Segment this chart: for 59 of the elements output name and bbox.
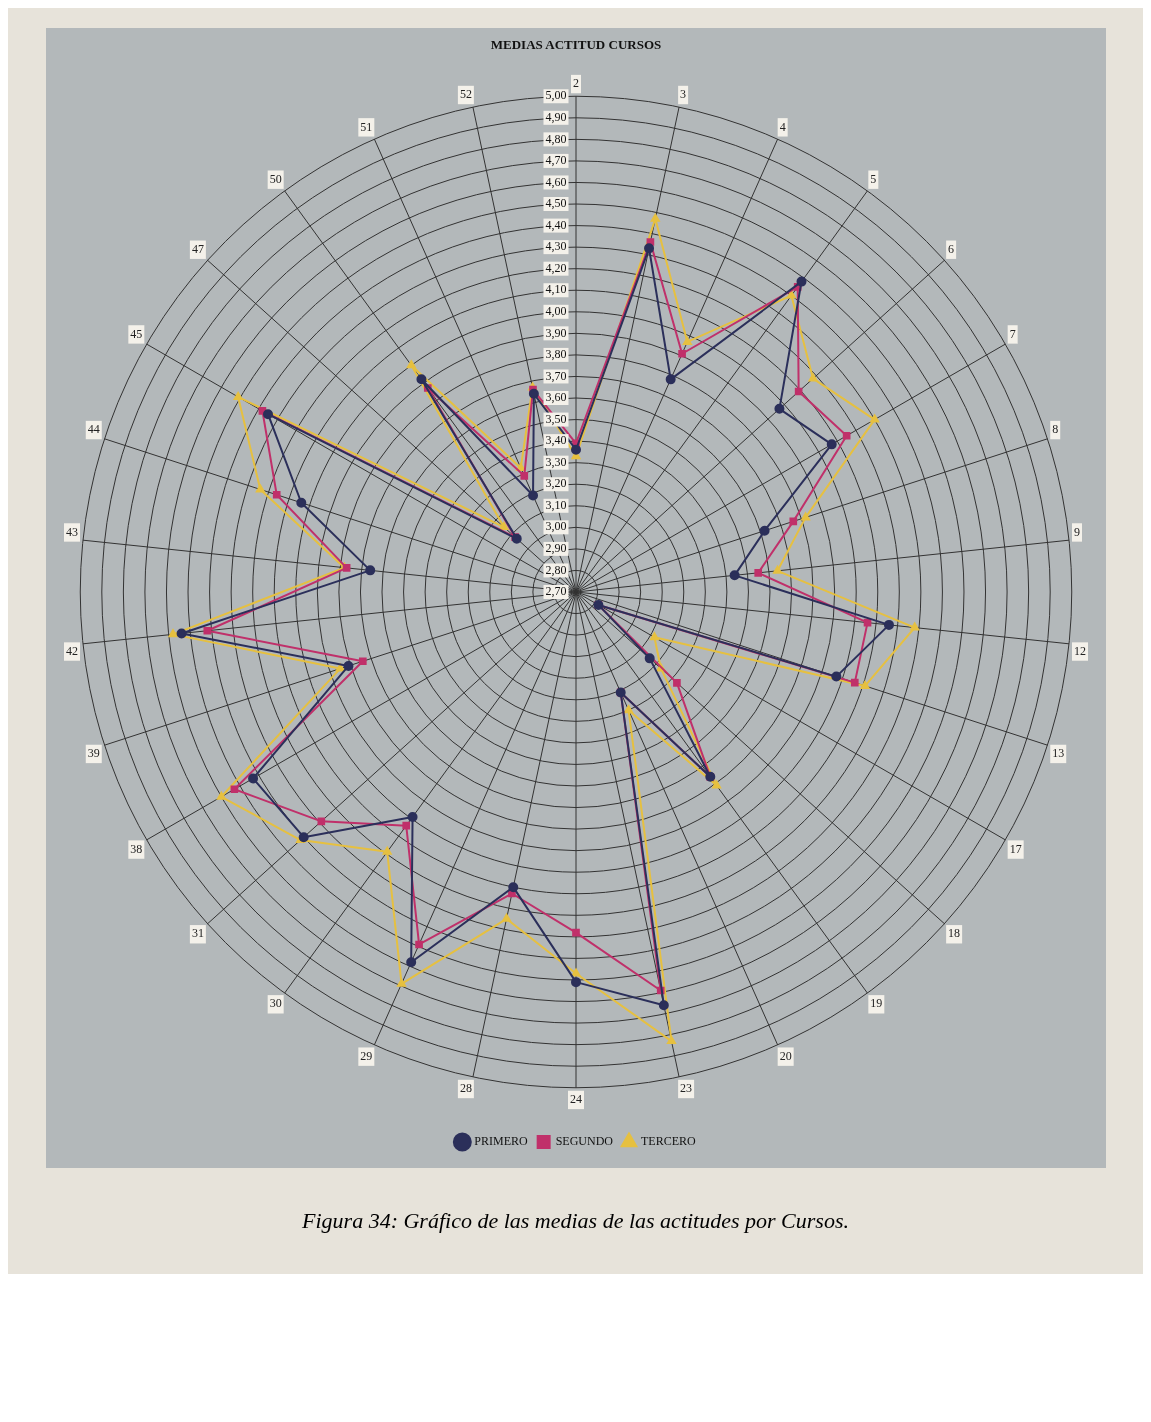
spoke-label: 3	[679, 87, 686, 102]
spoke-label: 52	[459, 87, 472, 102]
spoke-label: 12	[1073, 643, 1086, 658]
spoke-label: 43	[65, 524, 78, 539]
y-tick-label: 3,40	[545, 433, 566, 448]
y-tick-label: 4,20	[545, 260, 566, 275]
spoke-label: 38	[129, 841, 142, 856]
y-tick-label: 3,20	[545, 476, 566, 491]
spoke-label: 42	[65, 643, 78, 658]
spoke-label: 7	[1009, 326, 1016, 341]
y-tick-label: 4,00	[545, 303, 566, 318]
spoke-label: 31	[191, 926, 204, 941]
spoke-label: 45	[129, 326, 142, 341]
legend-label: SEGUNDO	[555, 1134, 613, 1149]
spoke-label: 20	[779, 1048, 792, 1063]
legend-label: TERCERO	[640, 1134, 696, 1149]
text: Figura 34: Gráfico de las medias de las actitudes por Cursos.	[301, 1208, 850, 1234]
spoke-label: 18	[947, 926, 960, 941]
y-tick-label: 5,00	[545, 88, 566, 103]
spoke-label: 9	[1073, 524, 1080, 539]
spoke-label: 39	[87, 746, 100, 761]
spoke-label: 5	[869, 171, 876, 186]
spoke-label: 19	[869, 996, 882, 1011]
y-tick-label: 2,80	[545, 562, 566, 577]
spoke-label: 6	[947, 241, 954, 256]
y-tick-label: 4,70	[545, 153, 566, 168]
y-tick-label: 2,70	[545, 584, 566, 599]
y-tick-label: 4,10	[545, 282, 566, 297]
spoke-label: 13	[1051, 746, 1064, 761]
spoke-label: 47	[191, 241, 204, 256]
spoke-label: 30	[269, 996, 282, 1011]
y-tick-label: 3,60	[545, 390, 566, 405]
spoke-label: 23	[679, 1081, 692, 1096]
spoke-label: 28	[459, 1081, 472, 1096]
y-tick-label: 3,10	[545, 497, 566, 512]
y-tick-label: 4,40	[545, 217, 566, 232]
spoke-label: 51	[359, 119, 372, 134]
chart-title: MEDIAS ACTITUD CURSOS	[490, 37, 661, 53]
spoke-label: 24	[569, 1092, 582, 1107]
spoke-label: 4	[779, 119, 786, 134]
y-tick-label: 4,50	[545, 196, 566, 211]
y-tick-label: 4,80	[545, 131, 566, 146]
y-tick-label: 3,80	[545, 347, 566, 362]
y-tick-label: 4,30	[545, 239, 566, 254]
y-tick-label: 3,90	[545, 325, 566, 340]
y-tick-label: 3,70	[545, 368, 566, 383]
spoke-label: 50	[269, 171, 282, 186]
spoke-label: 29	[359, 1048, 372, 1063]
spoke-label: 17	[1009, 841, 1022, 856]
spoke-label: 8	[1051, 422, 1058, 437]
y-tick-label: 2,90	[545, 541, 566, 556]
y-tick-label: 4,60	[545, 174, 566, 189]
y-tick-label: 3,50	[545, 411, 566, 426]
y-tick-label: 4,90	[545, 109, 566, 124]
spoke-label: 44	[87, 422, 100, 437]
y-tick-label: 3,00	[545, 519, 566, 534]
legend-label: PRIMERO	[473, 1134, 528, 1149]
spoke-label: 2	[572, 76, 579, 91]
y-tick-label: 3,30	[545, 454, 566, 469]
